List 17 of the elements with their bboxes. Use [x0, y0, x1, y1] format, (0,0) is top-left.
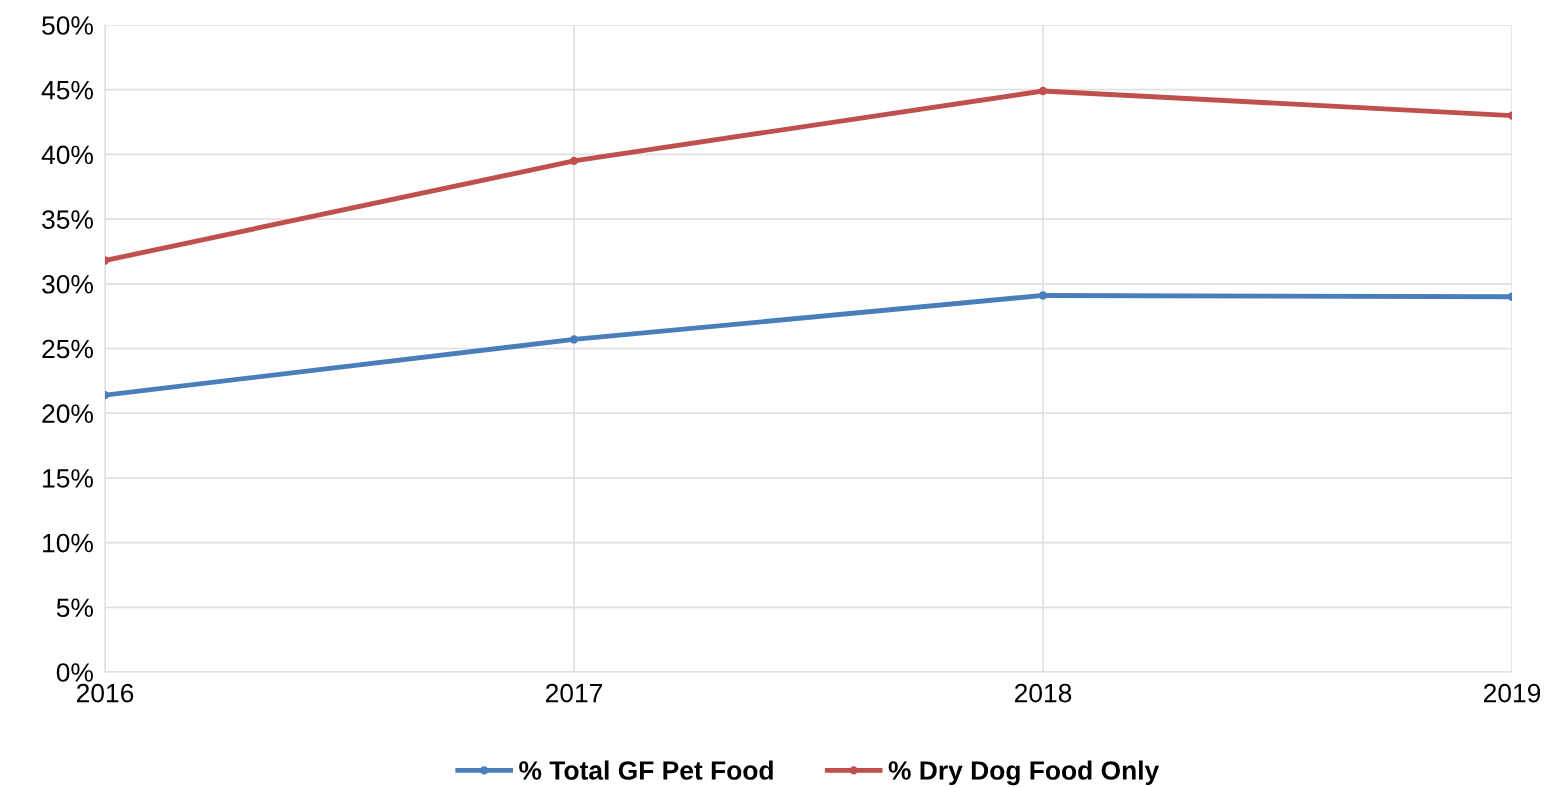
x-tick-label: 2019 — [1483, 683, 1541, 703]
y-tick-label: 20% — [42, 404, 93, 424]
y-tick-label: 35% — [42, 210, 93, 229]
x-tick-label: 2017 — [545, 683, 603, 703]
x-tick-label: 2018 — [1014, 683, 1072, 703]
legend-label: % Total GF Pet Food — [519, 760, 773, 780]
y-tick-label: 10% — [43, 533, 93, 553]
y-tick-label: 45% — [41, 80, 93, 100]
y-tick-label: 50% — [42, 16, 93, 35]
y-tick-label: 0% — [56, 663, 93, 682]
x-tick-label: 2016 — [76, 683, 134, 703]
y-tick-label: 40% — [41, 145, 93, 165]
y-tick-label: 25% — [42, 339, 93, 359]
y-tick-label: 15% — [43, 469, 93, 488]
y-tick-label: 30% — [42, 274, 93, 294]
legend-label: % Dry Dog Food Only — [888, 760, 1160, 786]
y-tick-label: 5% — [56, 598, 93, 618]
